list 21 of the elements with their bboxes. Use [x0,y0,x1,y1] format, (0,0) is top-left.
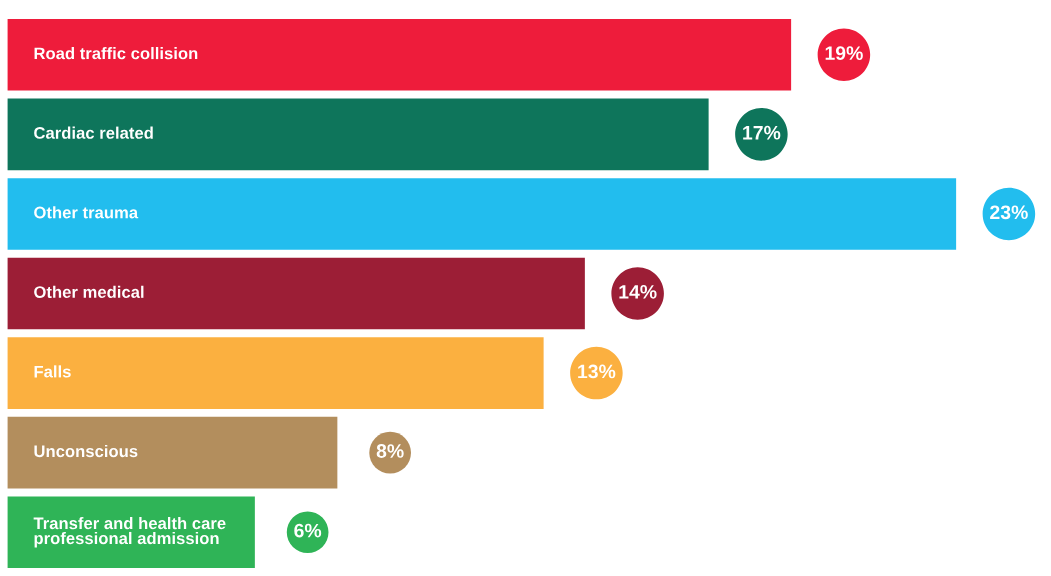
data-label: 13% [578,364,616,379]
y-tick-label: Transfer and health care professional admission [33,517,226,548]
bar [7,337,544,409]
bar [7,178,957,250]
y-tick-label: Other trauma [34,206,139,219]
bar [7,98,709,171]
data-label: 19% [825,46,863,61]
y-tick-label: Falls [34,365,71,378]
data-label: 8% [376,444,404,458]
data-label: 23% [990,205,1028,220]
data-label: 14% [619,285,657,299]
data-label: 17% [743,125,781,140]
y-tick-label: Road traffic collision [34,47,198,60]
y-tick-label: Unconscious [34,444,138,458]
y-tick-label: Other medical [34,285,144,298]
bar [7,257,585,330]
bar [7,18,792,91]
y-tick-label: Cardiac related [34,126,153,139]
bar [7,416,338,489]
bar [7,496,255,569]
data-label: 6% [294,523,322,538]
